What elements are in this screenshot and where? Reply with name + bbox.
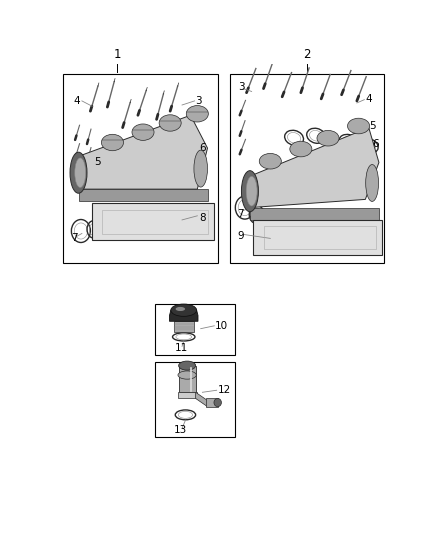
Ellipse shape [178, 371, 196, 379]
Text: 9: 9 [237, 231, 244, 241]
Ellipse shape [246, 176, 257, 206]
Ellipse shape [132, 124, 154, 140]
Ellipse shape [186, 106, 208, 122]
Ellipse shape [179, 361, 196, 370]
Text: 8: 8 [199, 213, 206, 223]
Polygon shape [92, 204, 214, 240]
Ellipse shape [241, 171, 258, 212]
Text: 3: 3 [238, 82, 245, 92]
Text: 6: 6 [199, 143, 206, 153]
Text: 7: 7 [71, 233, 78, 244]
Text: 5: 5 [369, 120, 375, 131]
Ellipse shape [290, 141, 312, 157]
Ellipse shape [102, 134, 124, 151]
Text: 1: 1 [113, 48, 121, 61]
Polygon shape [173, 321, 194, 332]
Text: 13: 13 [173, 425, 187, 435]
Polygon shape [178, 392, 197, 399]
Bar [230, 74, 384, 263]
Text: 6: 6 [372, 139, 379, 149]
Text: 5: 5 [94, 157, 100, 167]
Polygon shape [206, 399, 218, 407]
Polygon shape [250, 207, 379, 220]
Polygon shape [78, 189, 208, 201]
Ellipse shape [259, 154, 281, 169]
Bar [63, 74, 218, 263]
Text: 12: 12 [218, 385, 231, 395]
Ellipse shape [159, 115, 181, 131]
Ellipse shape [347, 118, 370, 134]
Ellipse shape [70, 152, 87, 193]
Ellipse shape [171, 304, 197, 317]
Ellipse shape [214, 399, 222, 407]
Bar [155, 304, 235, 356]
Polygon shape [253, 220, 382, 255]
Text: 4: 4 [74, 96, 80, 106]
Polygon shape [170, 310, 198, 321]
Polygon shape [196, 392, 208, 407]
Text: 4: 4 [365, 94, 372, 104]
Text: 7: 7 [237, 209, 244, 219]
Text: 11: 11 [175, 343, 188, 353]
Polygon shape [179, 366, 196, 392]
Ellipse shape [75, 158, 86, 188]
Ellipse shape [317, 131, 339, 146]
Text: 10: 10 [215, 321, 229, 331]
Polygon shape [78, 115, 208, 189]
Bar [155, 361, 235, 438]
Text: 2: 2 [303, 48, 311, 61]
Ellipse shape [366, 165, 378, 201]
Ellipse shape [194, 150, 208, 187]
Text: 3: 3 [196, 96, 202, 106]
Ellipse shape [176, 307, 185, 311]
Polygon shape [250, 127, 379, 207]
